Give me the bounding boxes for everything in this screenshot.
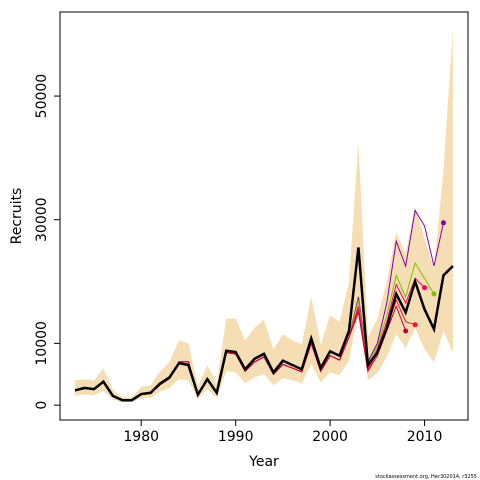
y-tick-label: 10000 xyxy=(34,321,50,366)
y-axis-label: Recruits xyxy=(9,188,25,245)
end-marker xyxy=(403,328,409,334)
plot-frame xyxy=(59,11,469,421)
end-marker xyxy=(440,220,446,226)
x-tick-label: 2000 xyxy=(312,429,348,445)
end-marker xyxy=(412,322,418,328)
y-tick-label: 30000 xyxy=(34,197,50,242)
x-tick-label: 2010 xyxy=(407,429,443,445)
y-tick-label: 0 xyxy=(34,401,50,410)
x-tick-label: 1990 xyxy=(218,429,254,445)
x-tick-label: 1980 xyxy=(123,429,159,445)
confidence-band xyxy=(75,28,453,403)
x-axis-label: Year xyxy=(248,454,279,470)
end-marker xyxy=(431,291,437,297)
end-marker xyxy=(422,285,428,291)
y-tick-label: 50000 xyxy=(34,74,50,119)
series-line xyxy=(74,247,454,402)
footnote: stockassessment.org, Her302014, r3255 xyxy=(375,474,477,480)
